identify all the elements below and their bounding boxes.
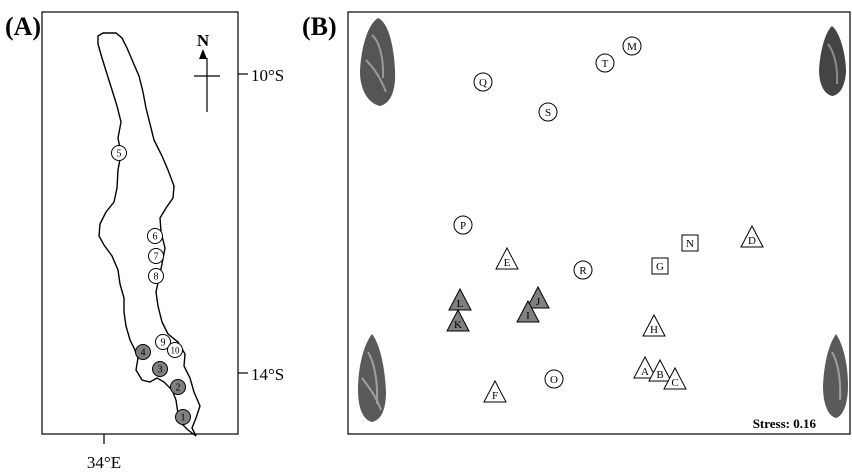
sample-marker-D: D	[740, 224, 764, 248]
sample-marker-H: H	[642, 313, 666, 337]
sample-label: Q	[479, 77, 487, 89]
sample-marker-I: I	[516, 299, 540, 323]
site-marker-2: 2	[170, 379, 186, 395]
site-marker-9: 9	[155, 334, 171, 350]
ordination-frame	[347, 11, 851, 435]
sample-marker-K: K	[446, 308, 470, 332]
north-arrow-icon	[199, 49, 207, 59]
sample-label: M	[627, 41, 637, 53]
sample-label: B	[656, 369, 663, 381]
lon-label-34e: 34°E	[87, 453, 121, 472]
sample-label: T	[602, 58, 609, 70]
site-marker-10: 10	[167, 342, 183, 358]
sample-marker-E: E	[495, 246, 519, 270]
sample-label: J	[536, 296, 541, 308]
sample-label: K	[454, 319, 462, 331]
ordination-samples: M T Q S P R O N G D E H A BC F LK JI	[446, 36, 764, 403]
shell-image-bottom-right	[823, 334, 848, 418]
sample-label: H	[650, 324, 658, 336]
sampling-sites: 1 2 3 4 5 6 7 8 9 10	[111, 145, 191, 425]
sample-marker-P: P	[453, 215, 473, 235]
sample-label: P	[460, 220, 466, 232]
sample-marker-R: R	[573, 260, 593, 280]
panel-b-label: (B)	[302, 12, 337, 41]
sample-label: L	[457, 298, 464, 310]
site-marker-5: 5	[111, 145, 127, 161]
sample-label: S	[545, 107, 551, 119]
site-label: 4	[141, 348, 146, 359]
sample-label: G	[656, 261, 664, 273]
sample-marker-J: J	[526, 285, 550, 309]
north-label: N	[197, 31, 210, 50]
sample-label: C	[671, 377, 678, 389]
site-label: 7	[154, 252, 159, 263]
site-label: 5	[117, 149, 122, 160]
site-label: 10	[171, 346, 181, 356]
site-marker-6: 6	[147, 228, 163, 244]
sample-marker-A: A	[633, 355, 657, 379]
shell-image-top-left	[360, 18, 396, 106]
sample-marker-B: B	[648, 358, 672, 382]
sample-label: I	[526, 310, 530, 322]
stress-value: Stress: 0.16	[753, 416, 817, 431]
panel-a-label: (A)	[5, 12, 41, 41]
sample-marker-F: F	[483, 379, 507, 403]
site-marker-4: 4	[135, 344, 151, 360]
sample-marker-N: N	[681, 234, 699, 252]
shell-image-top-right	[819, 26, 846, 96]
lat-label-14s: 14°S	[251, 365, 284, 384]
site-label: 3	[158, 365, 163, 376]
map-frame	[41, 11, 239, 435]
site-marker-3: 3	[152, 361, 168, 377]
sample-marker-G: G	[651, 257, 669, 275]
site-marker-1: 1	[175, 409, 191, 425]
site-marker-8: 8	[148, 268, 164, 284]
site-marker-7: 7	[148, 248, 164, 264]
shell-image-bottom-left	[358, 334, 386, 422]
sample-marker-T: T	[595, 53, 615, 73]
sample-marker-O: O	[544, 369, 564, 389]
sample-marker-S: S	[538, 102, 558, 122]
sample-label: N	[686, 238, 694, 250]
sample-marker-L: L	[448, 287, 472, 311]
sample-marker-M: M	[622, 36, 642, 56]
sample-label: R	[579, 265, 587, 277]
site-label: 1	[181, 413, 186, 424]
site-label: 8	[154, 272, 159, 283]
sample-label: F	[492, 390, 498, 402]
sample-label: A	[641, 366, 649, 378]
lake-outline	[97, 32, 201, 437]
sample-label: D	[748, 235, 756, 247]
sample-label: E	[504, 257, 511, 269]
site-label: 6	[153, 232, 158, 243]
site-label: 9	[161, 338, 166, 349]
lat-label-10s: 10°S	[251, 66, 284, 85]
site-label: 2	[176, 383, 181, 394]
sample-marker-Q: Q	[473, 72, 493, 92]
sample-label: O	[550, 374, 558, 386]
sample-marker-C: C	[663, 366, 687, 390]
